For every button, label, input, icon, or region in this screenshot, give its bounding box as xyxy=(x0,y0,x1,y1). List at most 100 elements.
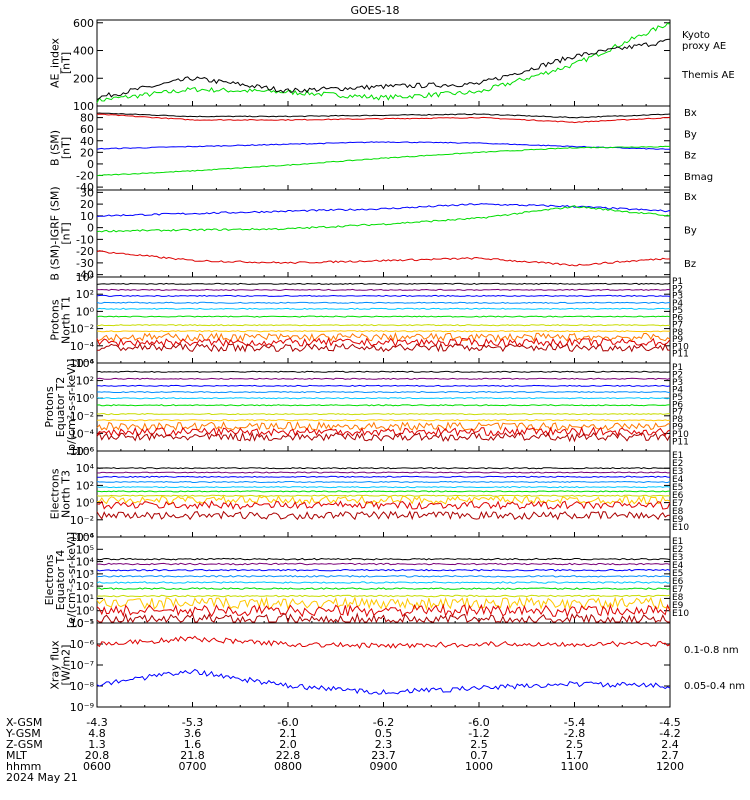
ytick-label-pn: 10⁰ xyxy=(76,305,95,318)
ytick-label-ae: 200 xyxy=(73,72,94,85)
legend-ee: E3 xyxy=(672,553,683,563)
footer-value-x-gsm: -6.2 xyxy=(373,716,394,729)
series-en-e1 xyxy=(96,467,671,470)
ytick-label-ae: 400 xyxy=(73,45,94,58)
ylabel-xray: Xray flux xyxy=(49,640,62,690)
legend-en: E6 xyxy=(672,491,684,501)
series-pn-p9 xyxy=(96,331,671,343)
footer-value-y-gsm: 0.5 xyxy=(375,727,393,740)
legend-pe: P1 xyxy=(672,363,683,373)
footer-value-mlt: 23.7 xyxy=(371,749,396,762)
legend-ee: E8 xyxy=(672,593,684,603)
ytick-label-ee: 10⁰ xyxy=(76,605,95,618)
series-xray-0-1-0-8-nm xyxy=(96,635,671,649)
series-en-e10 xyxy=(96,510,671,521)
ytick-label-pe: 10⁻⁶ xyxy=(70,445,95,458)
legend-xray: 0.05-0.4 nm xyxy=(684,681,745,692)
ylabel-ae: [nT] xyxy=(60,52,73,74)
series-bigrf-bx xyxy=(96,203,671,217)
series-pn-p5 xyxy=(96,307,671,310)
series-pe-p1 xyxy=(96,370,671,373)
series-pn-p1 xyxy=(96,282,671,285)
ylabel-bigrf: B (SM)-IGRF (SM) xyxy=(49,186,62,280)
ytick-label-en: 10⁻⁴ xyxy=(70,531,95,544)
ytick-label-bigrf: -10 xyxy=(76,233,94,246)
series-bigrf-bz xyxy=(96,250,671,267)
legend-pn: P6 xyxy=(672,313,683,323)
footer-value-z-gsm: 2.5 xyxy=(470,738,488,751)
panel-frame-en xyxy=(96,450,671,538)
series-pe-p9 xyxy=(96,421,671,432)
ytick-label-bigrf: 30 xyxy=(80,186,94,199)
footer-value-y-gsm: -1.2 xyxy=(468,727,489,740)
legend-ee: E9 xyxy=(672,601,684,611)
ytick-label-pn: 10⁻⁶ xyxy=(70,357,95,370)
legend-pn: P4 xyxy=(672,299,683,309)
footer-value-y-gsm: -2.8 xyxy=(564,727,585,740)
footer-value-z-gsm: 2.5 xyxy=(566,738,584,751)
ylabel-bsm: [nT] xyxy=(60,137,73,159)
legend-pe: P2 xyxy=(672,370,683,380)
legend-ae: Kyoto xyxy=(682,30,710,41)
legend-bigrf: Bx xyxy=(684,192,697,203)
ytick-label-pe: 10² xyxy=(76,375,94,388)
series-pe-p8 xyxy=(96,419,671,422)
footer-value-hhmm: 1000 xyxy=(465,760,493,773)
ytick-label-ee: 10¹ xyxy=(76,592,94,605)
series-en-e3 xyxy=(97,475,671,478)
plot-title: GOES-18 xyxy=(350,4,399,17)
ytick-label-ee: 10⁻¹ xyxy=(70,617,94,630)
ytick-label-bsm: -40 xyxy=(76,181,94,194)
series-pe-p3 xyxy=(97,384,671,387)
ytick-label-xray: 10⁻⁸ xyxy=(70,680,95,693)
legend-bigrf: Bz xyxy=(684,259,696,270)
ytick-label-ee: 10⁵ xyxy=(76,543,94,556)
series-ee-e7 xyxy=(96,594,671,598)
ytick-label-bsm: -20 xyxy=(76,170,94,183)
series-ee-e6 xyxy=(96,587,671,590)
ylabel-pe: Equator T2 xyxy=(54,377,67,437)
legend-ee: E4 xyxy=(672,561,684,571)
series-en-e6 xyxy=(96,490,671,493)
ytick-label-pn: 10⁴ xyxy=(76,271,95,284)
ytick-label-pe: 10⁴ xyxy=(76,357,95,370)
series-en-e7 xyxy=(96,494,671,497)
legend-pe: P6 xyxy=(672,400,683,410)
series-bsm-bmag xyxy=(96,112,671,119)
legend-pe: P10 xyxy=(672,430,689,440)
footer-value-hhmm: 0600 xyxy=(83,760,111,773)
legend-pn: P10 xyxy=(672,342,689,352)
ytick-label-xray: 10⁻⁵ xyxy=(70,617,94,630)
series-pe-p11 xyxy=(96,431,671,443)
ytick-label-pn: 10² xyxy=(76,288,94,301)
ytick-label-ee: 10³ xyxy=(76,568,94,581)
series-ee-e5 xyxy=(96,581,671,584)
ytick-label-xray: 10⁻⁷ xyxy=(70,659,94,672)
footer-value-z-gsm: 2.3 xyxy=(375,738,393,751)
series-pe-p7 xyxy=(96,412,671,416)
panel-frame-ae xyxy=(96,19,671,107)
legend-pn: P8 xyxy=(672,328,683,338)
series-pn-p6 xyxy=(96,315,671,318)
series-pn-p8 xyxy=(96,330,671,333)
legend-en: E10 xyxy=(672,523,689,533)
footer-value-x-gsm: -4.5 xyxy=(659,716,680,729)
ylabel-en: Electrons xyxy=(49,468,62,519)
legend-en: E2 xyxy=(672,459,683,469)
footer-value-z-gsm: 2.0 xyxy=(279,738,297,751)
legend-pe: P5 xyxy=(672,393,683,403)
series-pe-p4 xyxy=(96,390,671,394)
legend-bsm: Bz xyxy=(684,151,696,162)
legend-pn: P7 xyxy=(672,321,683,331)
legend-bsm: Bx xyxy=(684,108,697,119)
series-pe-p6 xyxy=(96,404,671,407)
legend-ee: E7 xyxy=(672,585,683,595)
legend-pn: P2 xyxy=(672,284,683,294)
footer-value-x-gsm: -6.0 xyxy=(468,716,489,729)
ylabel-ee: [e/(cm²-s-sr-keV)] xyxy=(65,532,78,628)
series-bigrf-by xyxy=(96,205,671,233)
footer-value-y-gsm: 3.6 xyxy=(184,727,202,740)
ytick-label-bigrf: -40 xyxy=(76,269,94,282)
legend-pn: P5 xyxy=(672,306,683,316)
